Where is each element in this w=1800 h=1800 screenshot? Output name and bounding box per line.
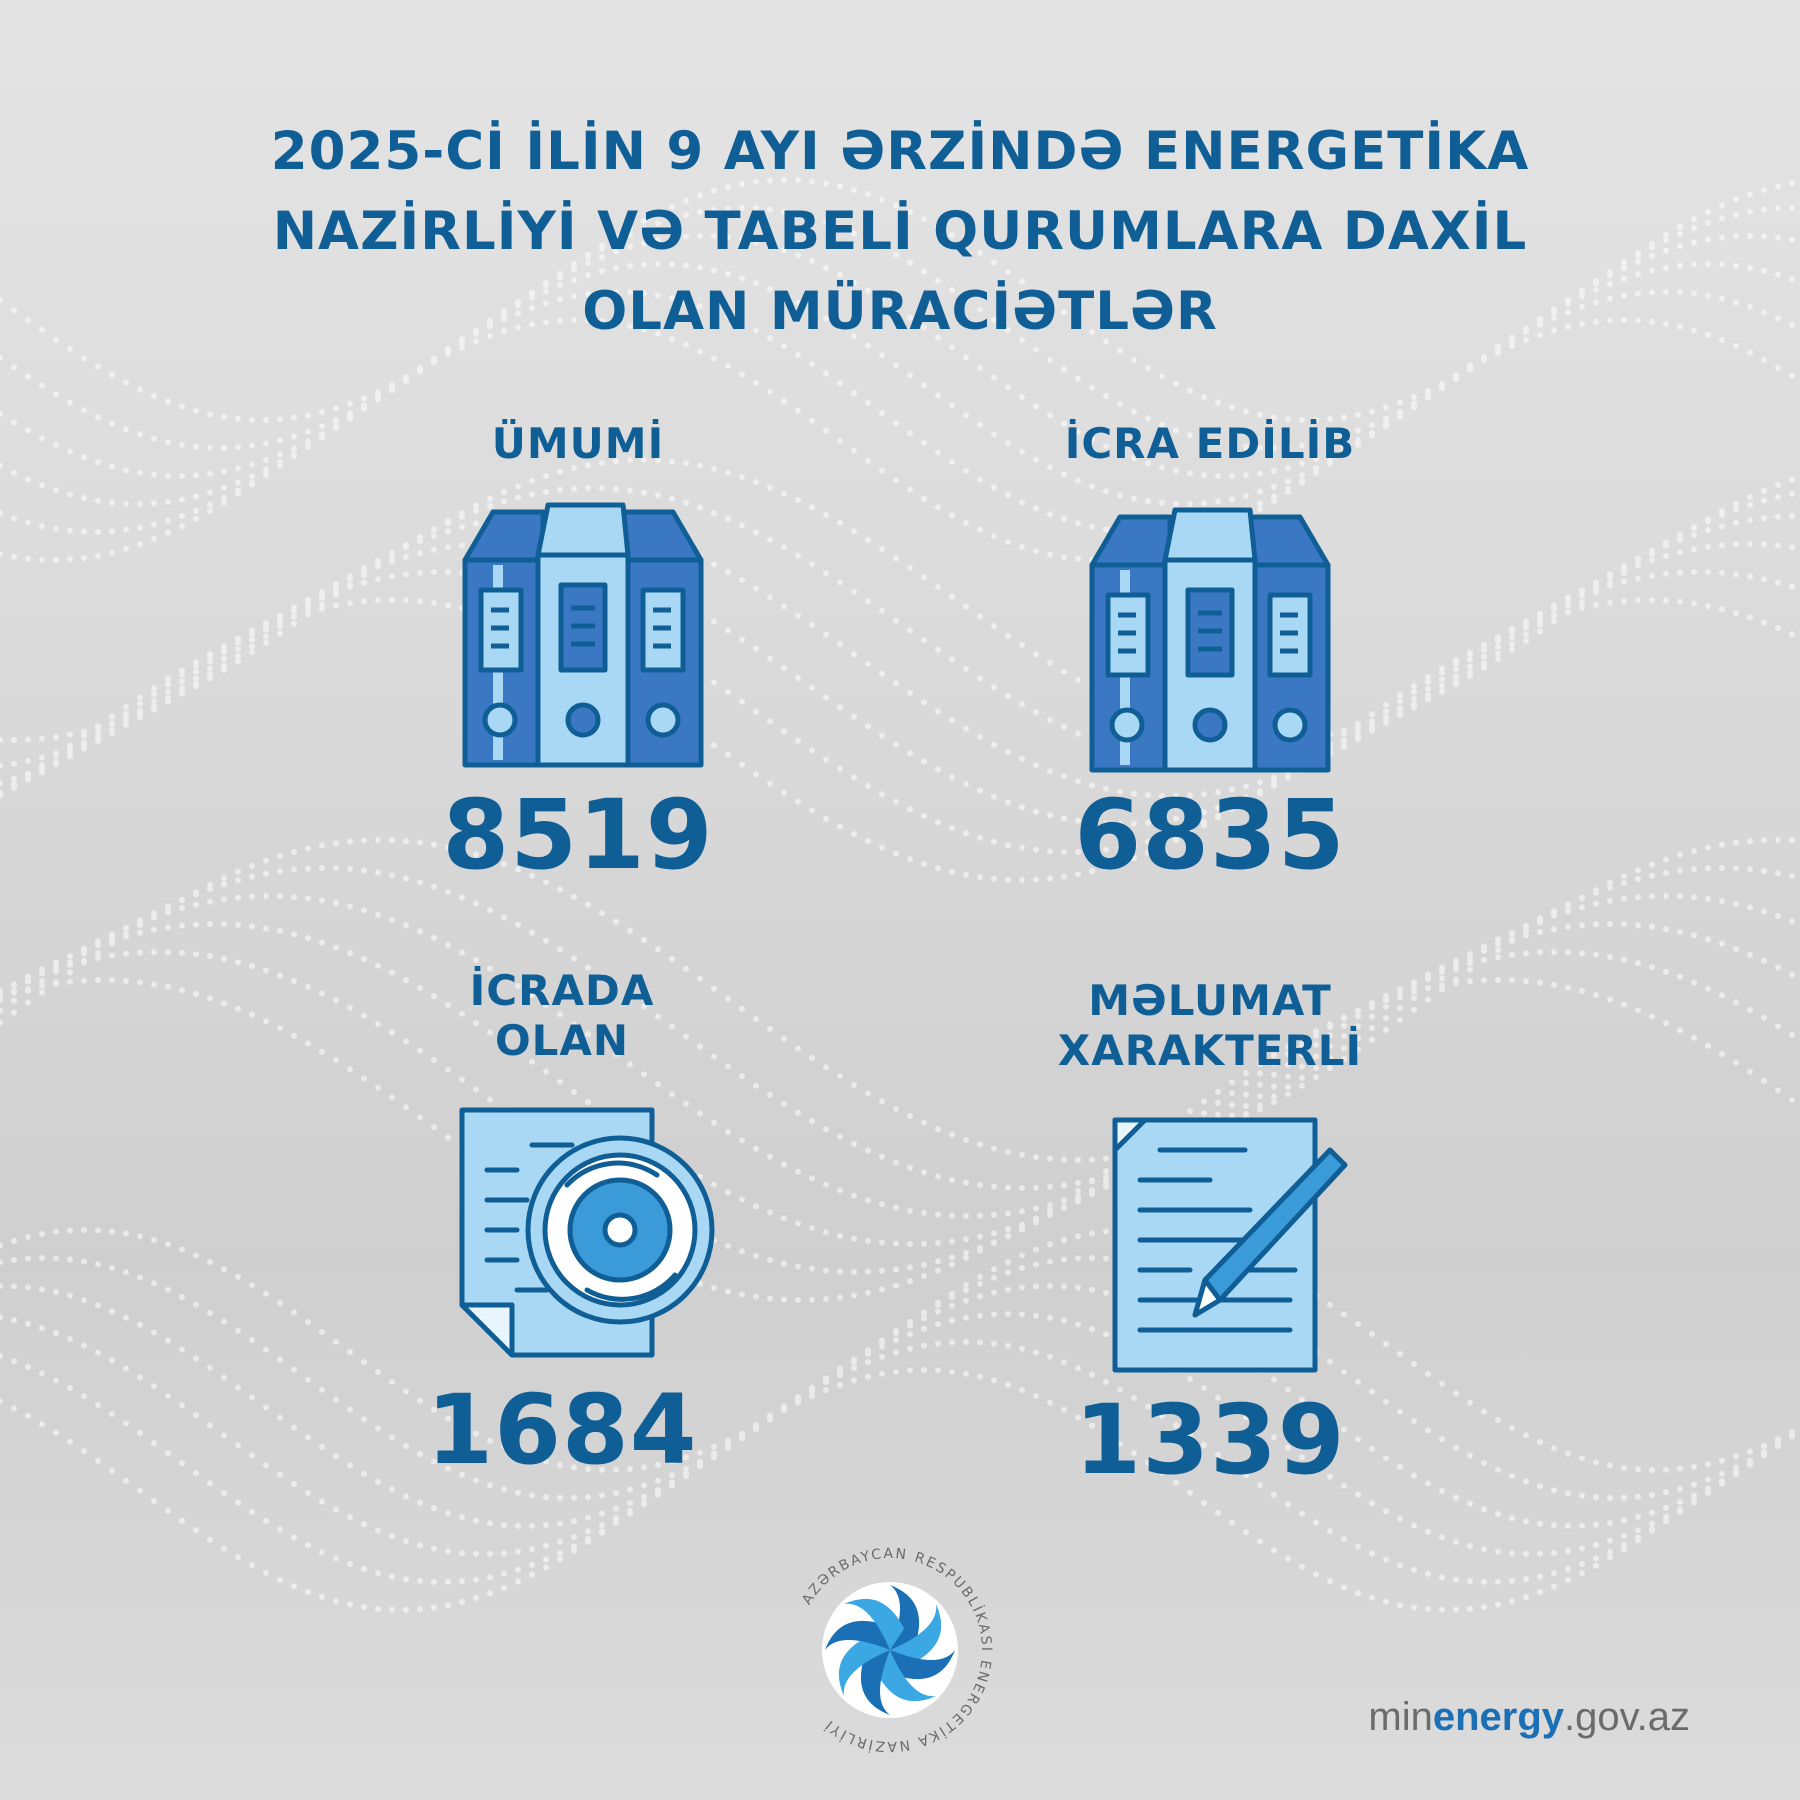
- site-prefix: min: [1368, 1695, 1433, 1739]
- binders-icon: [1089, 507, 1331, 773]
- stat-label-line-2: OLAN: [494, 1016, 630, 1065]
- page-title: 2025-Cİ İLİN 9 AYI ƏRZİNDƏ ENERGETİKA NA…: [150, 112, 1650, 352]
- site-brand: energy: [1432, 1695, 1564, 1739]
- stat-value: 1339: [1074, 1384, 1346, 1496]
- site-suffix: .gov.az: [1564, 1695, 1690, 1739]
- binders-icon: [462, 502, 704, 768]
- website-link[interactable]: minenergy.gov.az: [1368, 1695, 1690, 1740]
- ministry-emblem: AZƏRBAYCAN RESPUBLİKASI ENERGETİKA NAZİR…: [799, 1546, 992, 1754]
- title-line-3: OLAN MÜRACİƏTLƏR: [582, 281, 1218, 342]
- title-line-1: 2025-Cİ İLİN 9 AYI ƏRZİNDƏ ENERGETİKA: [270, 121, 1530, 182]
- stat-label: ÜMUMİ: [491, 419, 665, 468]
- stat-label-line-2: XARAKTERLİ: [1057, 1026, 1363, 1075]
- stat-label-line-1: İCRADA: [469, 966, 655, 1015]
- stat-value: 1684: [426, 1374, 698, 1486]
- title-line-2: NAZİRLİYİ VƏ TABELİ QURUMLARA DAXİL: [272, 201, 1528, 262]
- document-gear-icon: [459, 1107, 715, 1358]
- stat-value: 8519: [442, 779, 714, 891]
- stat-label: İCRA EDİLİB: [1064, 419, 1356, 468]
- stat-value: 6835: [1074, 779, 1346, 891]
- document-pencil-icon: [1112, 1117, 1348, 1373]
- stat-label-line-1: MƏLUMAT: [1088, 976, 1332, 1025]
